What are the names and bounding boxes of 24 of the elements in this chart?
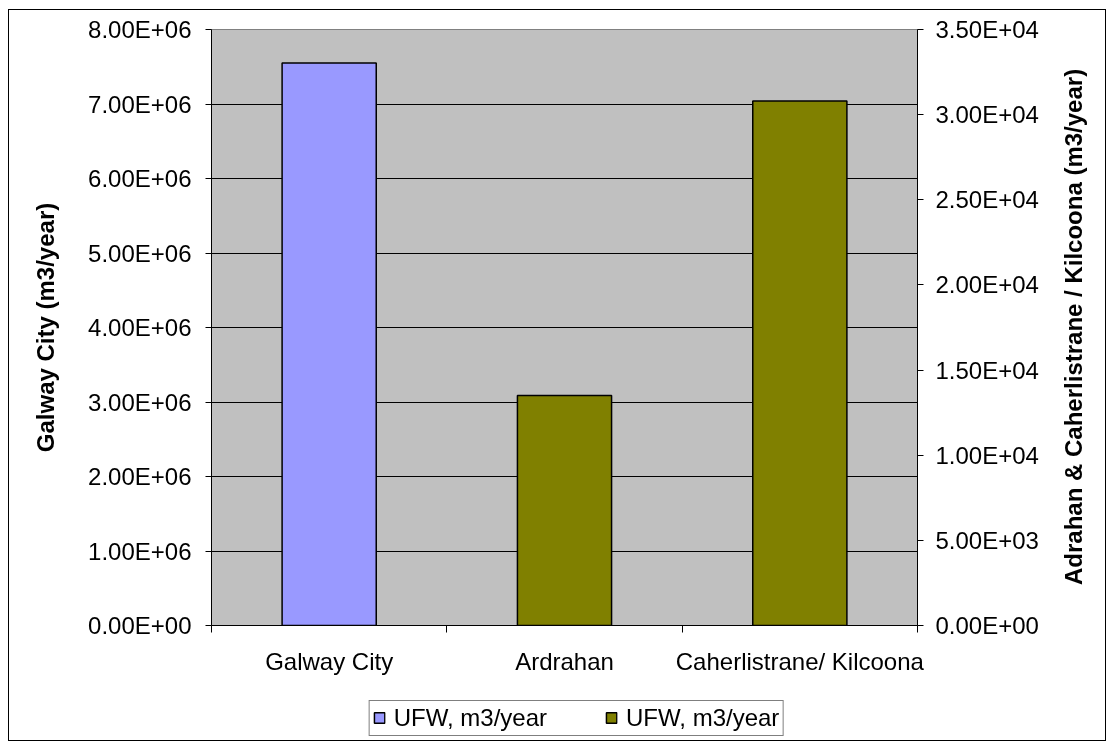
y2-tick-label: 5.00E+03 [935, 526, 1039, 554]
y-tick-label: 3.00E+06 [88, 388, 192, 416]
y-tick-label: 8.00E+06 [88, 16, 192, 43]
y-axis-title: Galway City (m3/year) [32, 202, 60, 453]
y-tick-label: 1.00E+06 [88, 537, 192, 565]
x-tick-label: Ardrahan [515, 647, 614, 675]
legend-label: UFW, m3/year [393, 703, 547, 732]
y-tick-label: 4.00E+06 [88, 314, 192, 341]
y-tick-label: 7.00E+06 [88, 90, 192, 118]
y-tick-label: 0.00E+00 [88, 612, 192, 639]
y2-tick-label: 2.50E+04 [935, 186, 1039, 214]
y2-tick-label: 1.00E+04 [935, 441, 1039, 469]
y2-tick-label: 1.50E+04 [935, 356, 1039, 384]
x-tick-label: Galway City [265, 647, 394, 675]
y-tick-label: 6.00E+06 [88, 165, 192, 192]
y-tick-label: 2.00E+06 [88, 463, 192, 490]
x-tick-label: Caherlistrane/ Kilcoona [675, 647, 925, 675]
y2-tick-label: 3.00E+04 [935, 101, 1039, 129]
y-tick-label: 5.00E+06 [88, 239, 192, 267]
y2-axis-title: Adrahan & Caherlistrane / Kilcoona (m3/year) [1059, 68, 1088, 586]
legend-label: UFW, m3/year [626, 703, 780, 732]
y2-tick-label: 3.50E+04 [935, 16, 1039, 43]
y2-tick-label: 2.00E+04 [935, 271, 1039, 299]
y2-tick-label: 0.00E+00 [935, 612, 1039, 639]
